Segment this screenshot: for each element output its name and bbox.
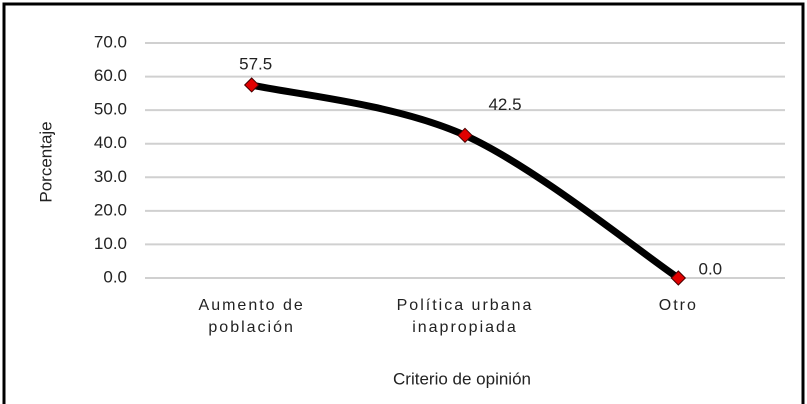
y-tick-label: 40.0 (94, 133, 127, 152)
data-label: 57.5 (239, 54, 272, 73)
x-axis-label: Criterio de opinión (393, 369, 531, 388)
data-label: 42.5 (488, 95, 521, 114)
y-tick-label: 20.0 (94, 200, 127, 219)
y-tick-label: 30.0 (94, 167, 127, 186)
x-tick-label: Aumento de población (199, 297, 305, 336)
y-tick-label: 70.0 (94, 32, 127, 51)
y-axis-label: Porcentaje (36, 121, 55, 202)
x-tick-label: Otro (659, 297, 698, 314)
y-tick-label: 0.0 (103, 267, 127, 286)
y-tick-label: 50.0 (94, 100, 127, 119)
marker (670, 270, 687, 286)
marker (243, 77, 260, 93)
y-tick-label: 60.0 (94, 66, 127, 85)
line (250, 81, 681, 281)
x-tick-label: Política urbana inapropiada (397, 297, 534, 336)
data-label: 0.0 (699, 259, 723, 278)
y-tick-label: 10.0 (94, 234, 127, 253)
marker (457, 127, 473, 144)
